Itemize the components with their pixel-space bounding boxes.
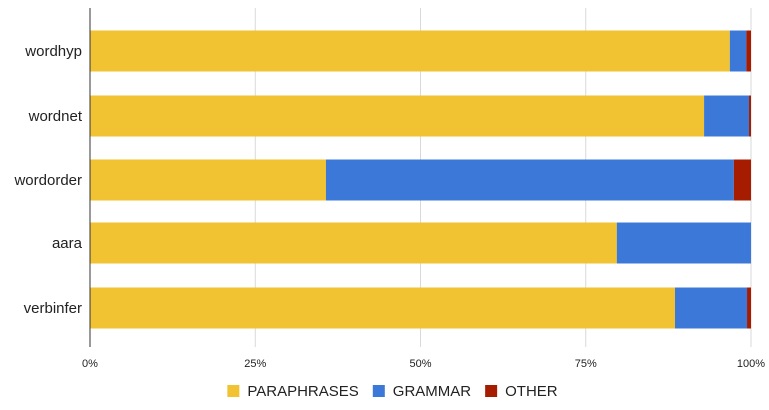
bar-segment-wordhyp-paraphrases	[90, 30, 730, 72]
x-tick-label: 100%	[737, 358, 765, 370]
category-label: aara	[52, 235, 83, 252]
category-label: verbinfer	[24, 300, 82, 317]
bar-segment-aara-grammar	[616, 222, 751, 264]
bar-segment-verbinfer-grammar	[674, 287, 748, 329]
legend-label-paraphrases: PARAPHRASES	[247, 383, 358, 400]
legend-swatch-grammar	[372, 385, 385, 397]
x-tick-label: 0%	[82, 358, 98, 370]
bar-segment-wordorder-grammar	[325, 159, 734, 201]
x-tick-label: 50%	[409, 358, 431, 370]
x-tick-label: 25%	[244, 358, 266, 370]
category-label: wordhyp	[24, 43, 82, 60]
category-label: wordnet	[28, 108, 83, 125]
bar-segment-wordorder-other	[733, 159, 751, 201]
bar-segment-wordnet-other	[749, 95, 751, 137]
bar-segment-wordhyp-other	[746, 30, 751, 72]
bar-segment-verbinfer-other	[747, 287, 751, 329]
bar-segment-wordnet-paraphrases	[90, 95, 705, 137]
category-label: wordorder	[13, 172, 82, 189]
bar-segment-aara-paraphrases	[90, 222, 617, 264]
legend-swatch-other	[485, 385, 498, 397]
legend-swatch-paraphrases	[227, 385, 240, 397]
x-tick-label: 75%	[575, 358, 597, 370]
bar-segment-wordhyp-grammar	[729, 30, 747, 72]
bar-segment-verbinfer-paraphrases	[90, 287, 675, 329]
legend-label-grammar: GRAMMAR	[393, 383, 472, 400]
legend-label-other: OTHER	[505, 383, 558, 400]
bar-segment-wordnet-grammar	[704, 95, 750, 137]
bar-segment-wordorder-paraphrases	[90, 159, 326, 201]
